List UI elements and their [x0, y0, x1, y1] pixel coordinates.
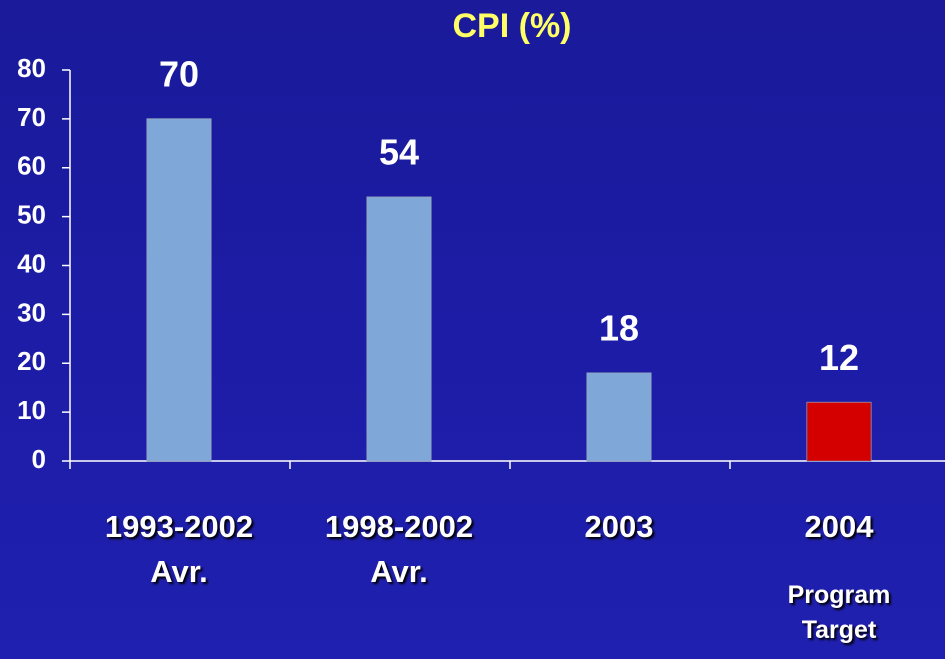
bar-shine: [807, 402, 871, 461]
y-tick-label: 70: [17, 102, 46, 132]
y-tick-label: 30: [17, 297, 46, 327]
value-label: 12: [819, 337, 859, 378]
value-label: 54: [379, 132, 419, 173]
bar-shine: [367, 197, 431, 461]
y-tick-label: 10: [17, 395, 46, 425]
x-tick-label: 1993-2002 Avr.: [104, 509, 254, 589]
bar-shine: [587, 373, 651, 461]
bar-shine: [147, 118, 211, 461]
y-tick-label: 60: [17, 151, 46, 181]
y-tick-label: 0: [32, 444, 46, 474]
chart-title: CPI (%): [453, 7, 572, 45]
x-tick-label: 2003: [584, 509, 654, 544]
y-tick-label: 40: [17, 248, 46, 278]
value-label: 70: [159, 53, 199, 94]
y-tick-label: 20: [17, 346, 46, 376]
y-tick-label: 50: [17, 200, 46, 230]
y-tick-label: 80: [17, 53, 46, 83]
annotation: Program Target: [787, 581, 891, 644]
value-label: 18: [599, 308, 639, 349]
x-tick-label: 2004: [804, 509, 874, 544]
x-tick-label: 1998-2002 Avr.: [324, 509, 474, 589]
